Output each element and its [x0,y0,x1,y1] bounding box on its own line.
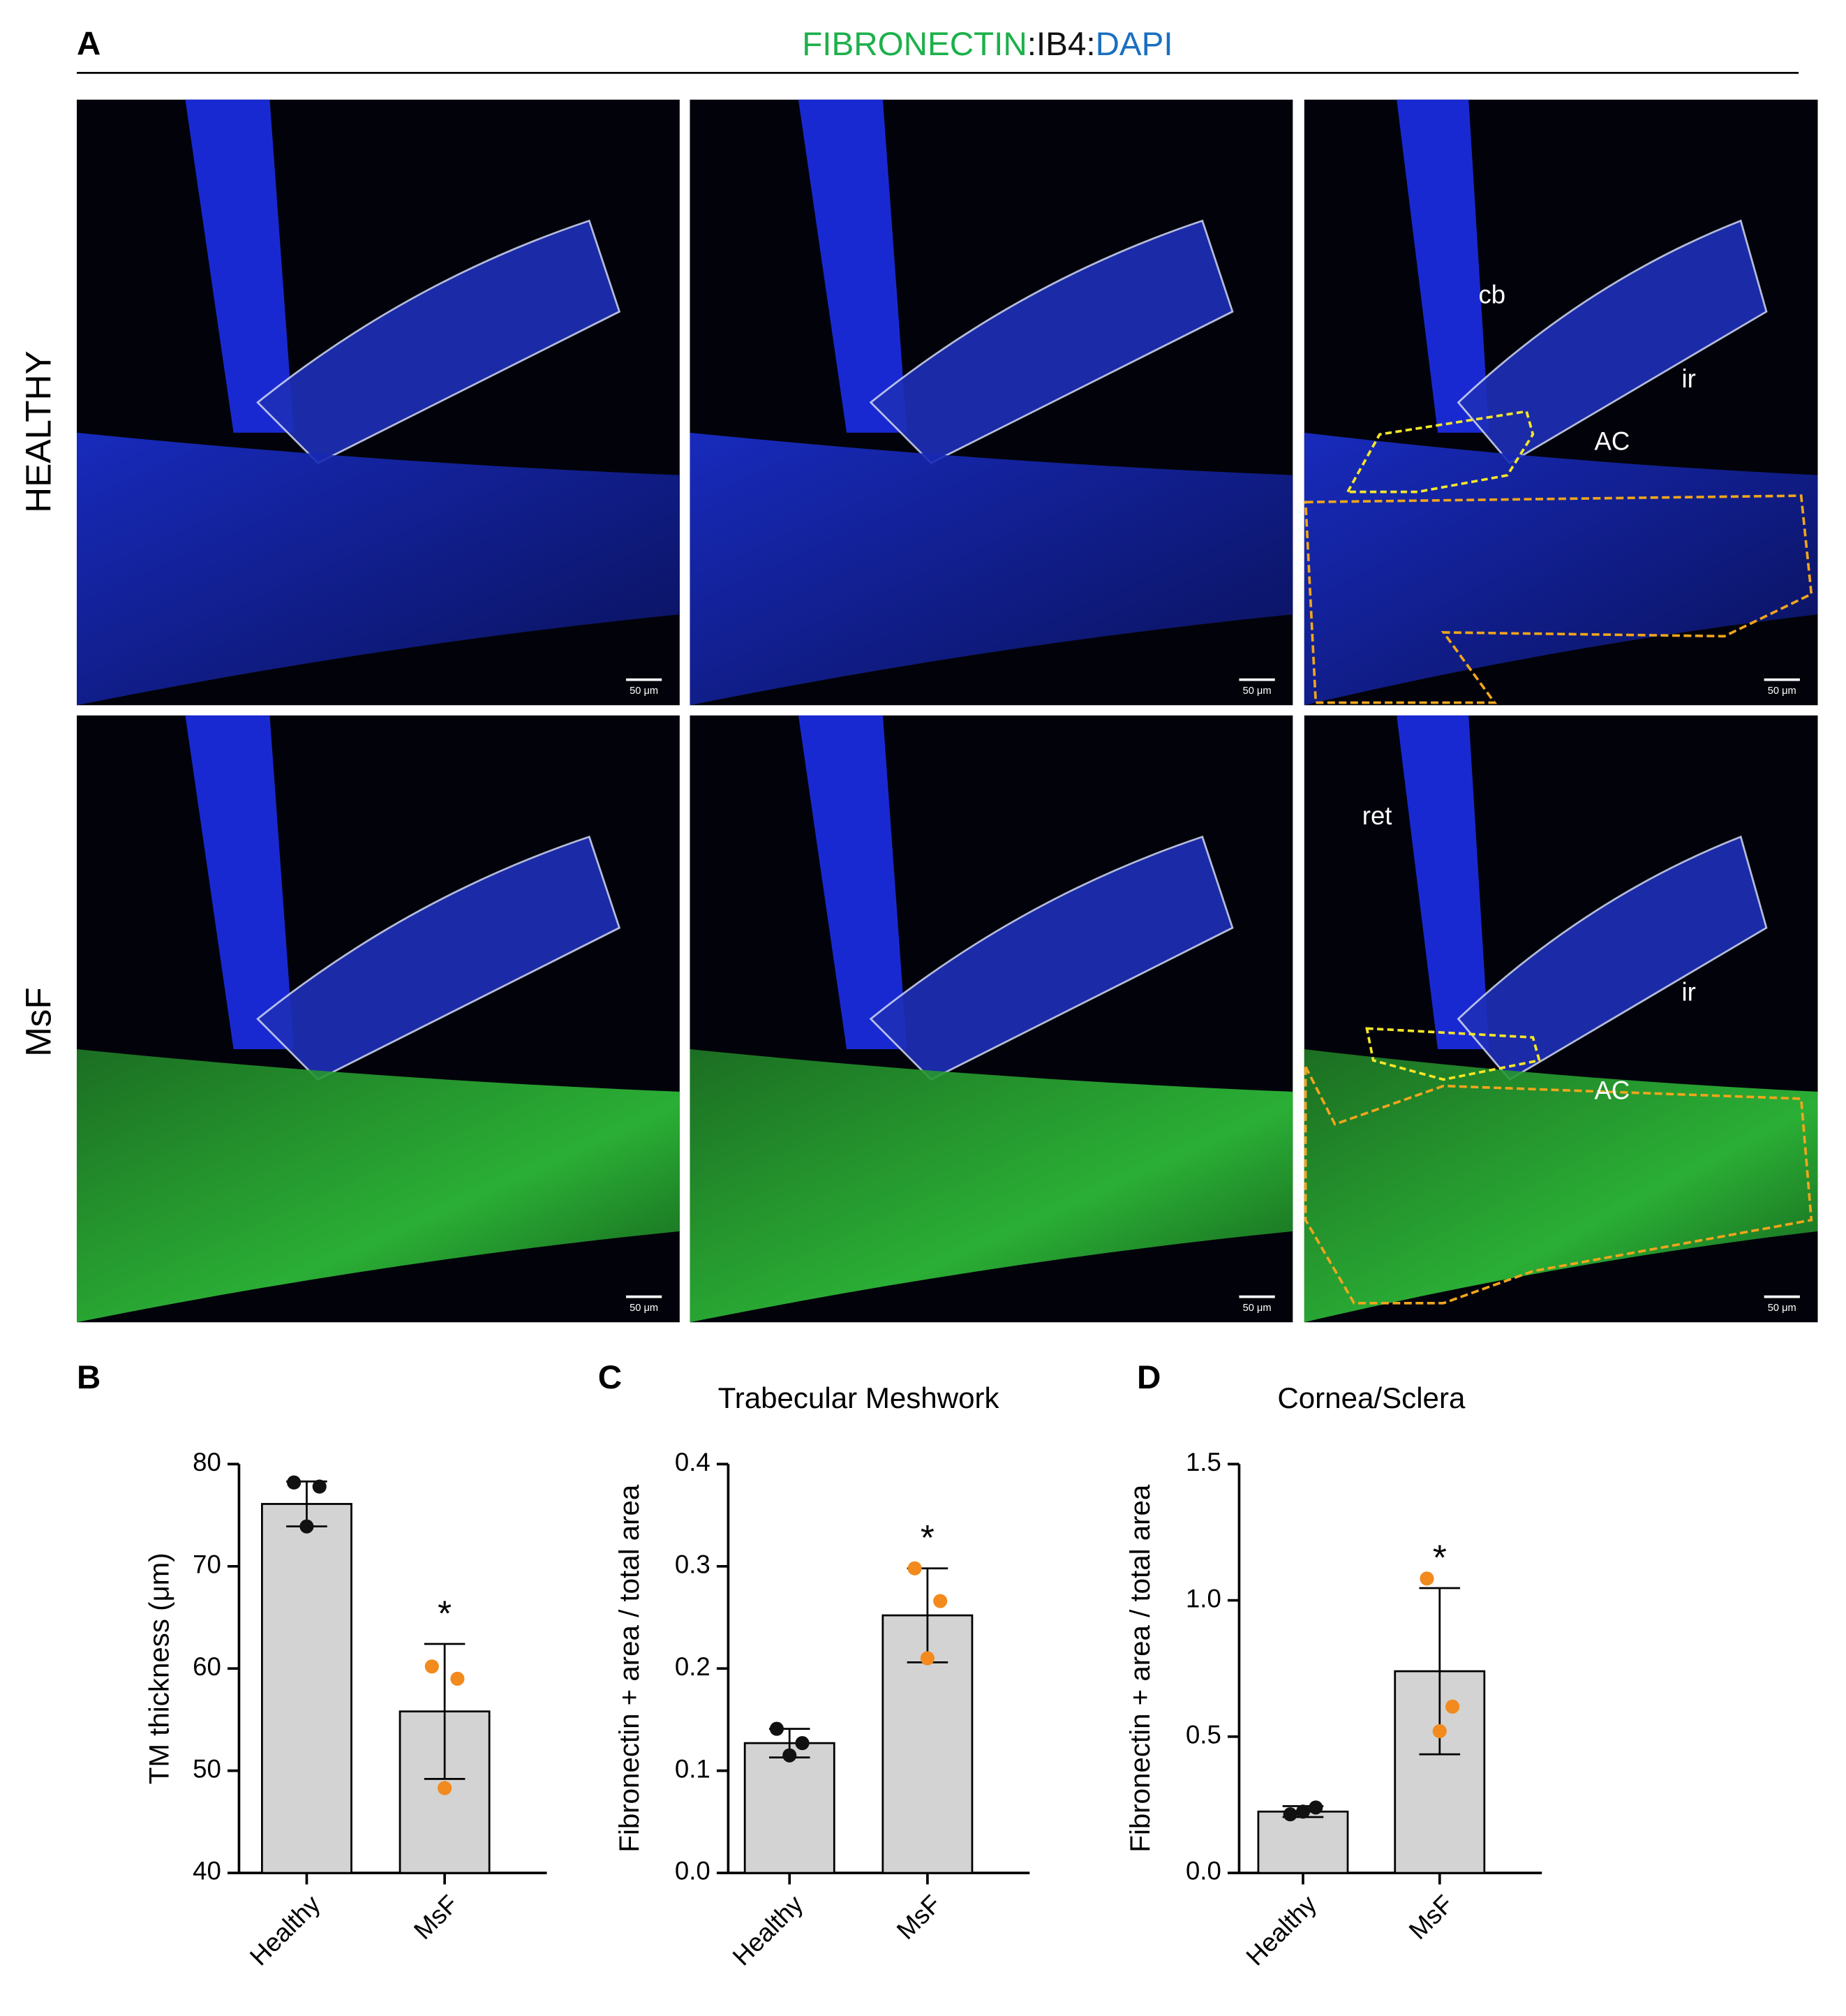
y-tick-label: 0.1 [675,1754,710,1783]
y-tick-label: 0.0 [675,1857,710,1885]
data-point [1420,1571,1434,1586]
x-tick-label: MsF [891,1890,946,1945]
y-tick-label: 0.5 [1186,1720,1221,1749]
data-point [795,1736,810,1751]
image-label: cb [1479,280,1506,309]
image-label: ir [1682,978,1696,1007]
data-point [1283,1807,1297,1822]
retina-band [798,99,907,433]
data-point [1432,1724,1447,1739]
scale-bar-label: 50 μm [630,1303,658,1314]
ciliary-body [1457,835,1768,1081]
panel-label: B [77,1359,101,1396]
data-point [933,1594,948,1608]
x-tick-label: MsF [1404,1890,1459,1945]
y-tick-label: 0.4 [675,1448,710,1476]
y-tick-label: 0.0 [1186,1857,1221,1885]
image-label: AC [1594,427,1630,456]
error-bar [424,1643,466,1780]
retina-band [185,99,294,433]
panel-label: C [598,1359,622,1396]
title-part: IB4 [1036,25,1086,62]
title-part: : [1027,25,1036,62]
chart-title: Trabecular Meshwork [718,1381,1000,1414]
retina-band [1397,99,1489,433]
sclera-band [690,1049,1293,1323]
scale-bar-label: 50 μm [1768,685,1796,697]
cornea-outline [1304,494,1813,704]
image-label: ret [1362,801,1392,830]
scale-bar-label: 50 μm [1243,685,1272,697]
x-tick-label: Healthy [1240,1889,1322,1971]
scale-bar-label: 50 μm [630,685,658,697]
ciliary-body [256,836,621,1081]
sclera-band [77,1049,680,1323]
y-axis-label: Fibronectin + area / total area [1124,1484,1156,1853]
y-tick-label: 60 [193,1652,221,1681]
ciliary-body [1457,219,1768,465]
sclera-band [1304,1049,1818,1323]
data-point [312,1479,327,1494]
row-label: MsF [18,987,58,1057]
data-point [1445,1699,1460,1714]
data-point [782,1748,797,1763]
significance-mark: * [921,1518,935,1557]
significance-mark: * [1433,1537,1447,1577]
data-point [769,1721,784,1736]
tm-outline [1345,410,1535,494]
panel-title: FIBRONECTIN:IB4:DAPI [802,25,1173,62]
y-tick-label: 80 [193,1448,221,1476]
ciliary-body [869,836,1234,1081]
row-label: HEALTHY [18,350,58,513]
y-tick-label: 1.5 [1186,1448,1221,1476]
title-part: FIBRONECTIN [802,25,1027,62]
y-tick-label: 0.3 [675,1550,710,1578]
cornea-outline [1304,1066,1813,1305]
data-point [287,1475,302,1490]
panel-label: D [1137,1359,1161,1396]
data-point [438,1781,452,1795]
y-axis-label: TM thickness (μm) [143,1552,174,1784]
image-label: ir [1682,364,1696,393]
bar [261,1503,352,1874]
retina-band [185,715,294,1050]
title-part: : [1086,25,1095,62]
image-label: AC [1594,1076,1630,1104]
y-tick-label: 70 [193,1550,221,1578]
data-point [920,1651,935,1666]
sclera-band [77,432,680,706]
ciliary-body [256,219,621,464]
retina-band [798,715,907,1050]
y-tick-label: 40 [193,1857,221,1885]
ciliary-body [869,219,1234,464]
scale-bar-label: 50 μm [1768,1303,1796,1314]
data-point [1295,1804,1311,1819]
scale-bar-label: 50 μm [1243,1303,1272,1314]
title-part: DAPI [1096,25,1173,62]
y-tick-label: 0.2 [675,1652,710,1681]
data-point [299,1519,314,1534]
data-point [424,1659,439,1674]
y-axis-label: Fibronectin + area / total area [613,1484,645,1853]
x-tick-label: Healthy [727,1889,809,1971]
tm-outline [1365,1027,1541,1081]
data-point [1309,1800,1323,1815]
y-tick-label: 1.0 [1186,1584,1221,1613]
panel-label: A [77,25,101,62]
x-tick-label: Healthy [244,1889,326,1971]
retina-band [1397,715,1489,1050]
y-tick-label: 50 [193,1754,221,1783]
bar [1257,1810,1349,1874]
x-tick-label: MsF [408,1890,463,1945]
data-point [450,1671,465,1686]
bar [743,1742,835,1874]
sclera-band [690,432,1293,706]
data-point [907,1561,922,1576]
significance-mark: * [438,1593,452,1633]
chart-title: Cornea/Sclera [1277,1381,1466,1414]
